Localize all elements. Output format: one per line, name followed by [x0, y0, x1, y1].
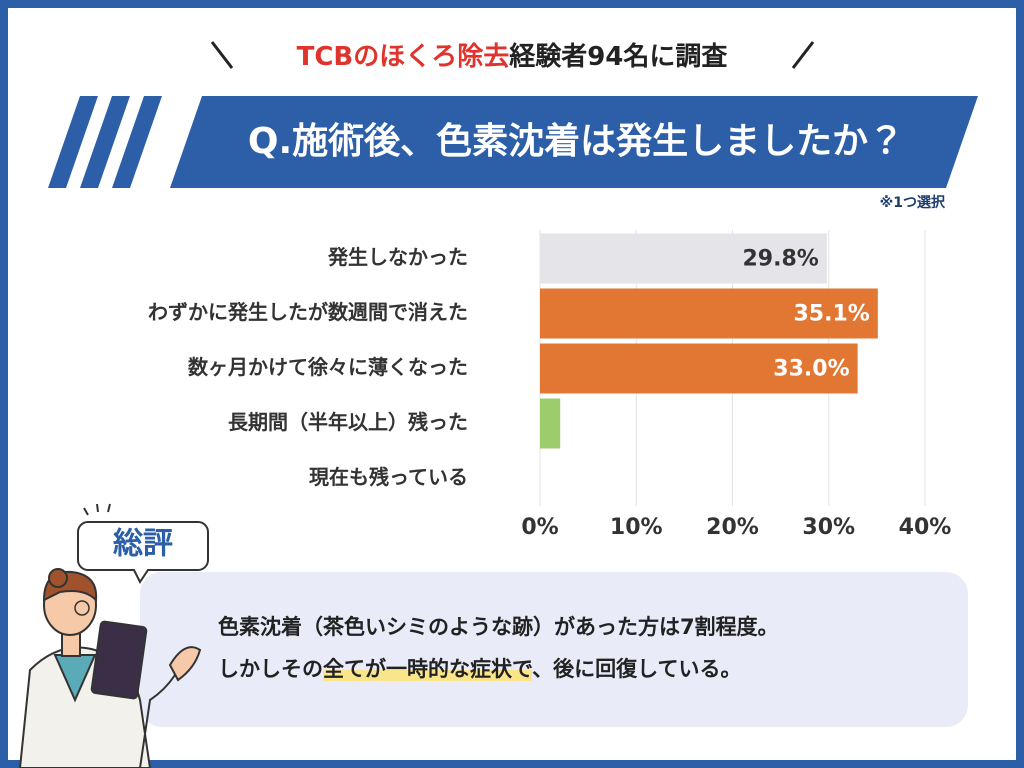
summary-line: 色素沈着（茶色いシミのような跡）があった方は7割程度。 — [218, 615, 779, 639]
banner-stripes — [48, 96, 162, 188]
header-rest: 経験者94名に調査 — [509, 41, 727, 72]
summary-text-part: しかしその — [218, 657, 323, 681]
bar — [540, 233, 827, 284]
person-illustration — [18, 568, 202, 768]
bar — [540, 343, 858, 394]
chart-title: Q.施術後、色素沈着は発生しましたか？ — [248, 121, 904, 162]
bubble-accent — [83, 503, 111, 516]
deco-slash — [210, 41, 234, 69]
y-tick-label: 数ヶ月かけて徐々に薄くなった — [188, 355, 468, 379]
x-tick-label: 10% — [610, 515, 663, 540]
summary-text: 色素沈着（茶色いシミのような跡）があった方は7割程度。 しかしその全てが一時的な… — [218, 606, 958, 690]
y-tick-label: 長期間（半年以上）残った — [228, 410, 468, 434]
y-tick-label: わずかに発生したが数週間で消えた — [148, 300, 468, 324]
header: TCBのほくろ除去経験者94名に調査 — [297, 41, 728, 72]
summary-line: しかしその全てが一時的な症状で、後に回復している。 — [218, 648, 958, 690]
x-tick-label: 40% — [899, 515, 952, 540]
header-highlight: TCBのほくろ除去 — [297, 42, 510, 72]
value-label: 35.1% — [794, 302, 870, 327]
summary-highlight: 全てが一時的な症状で — [323, 657, 533, 681]
summary-label: 総評 — [113, 527, 173, 562]
summary-box — [140, 572, 968, 727]
plot: 0% 10% 20% 30% 40% 発生しなかった 29.8% わずかに発生したが数週間で消… — [148, 230, 951, 540]
note: ※1つ選択 — [880, 194, 946, 211]
bar — [540, 288, 878, 339]
speech-bubble — [77, 521, 209, 584]
y-tick-label: 発生しなかった — [327, 245, 468, 269]
x-tick-label: 0% — [521, 515, 558, 540]
value-label: 29.8% — [742, 247, 818, 272]
summary-text-part: 、後に回復している。 — [532, 657, 742, 681]
bar — [540, 398, 561, 449]
deco-slash — [791, 41, 815, 69]
y-tick-label: 現在も残っている — [309, 465, 468, 489]
x-tick-label: 30% — [802, 515, 855, 540]
value-label: 33.0% — [773, 357, 849, 382]
banner — [170, 96, 978, 188]
x-tick-label: 20% — [706, 515, 759, 540]
